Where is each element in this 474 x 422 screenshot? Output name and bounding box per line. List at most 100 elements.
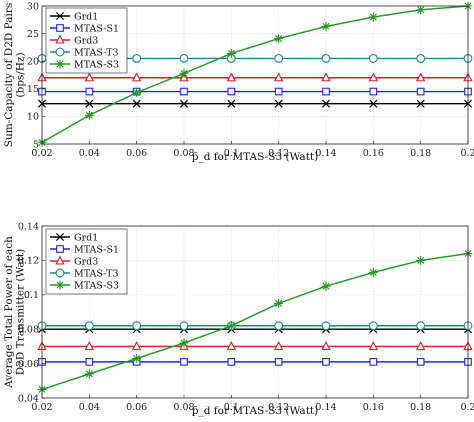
x-tick-label: 0.12 bbox=[268, 148, 289, 159]
data-point-mtas-t3 bbox=[321, 53, 331, 63]
legend-item-mtas-s1: MTAS-S1 bbox=[50, 244, 119, 255]
data-point-grd1 bbox=[132, 99, 141, 108]
data-point-mtas-s3 bbox=[416, 256, 426, 265]
legend-item-mtas-s3: MTAS-S3 bbox=[50, 59, 119, 70]
legend-label: Grd1 bbox=[74, 232, 98, 243]
data-point-grd3 bbox=[226, 72, 237, 82]
data-point-grd1 bbox=[369, 99, 378, 108]
legend-marker-square bbox=[56, 245, 64, 253]
chart-2: 0.02 0.04 0.06 0.08 0.1 0.12 0.14 0.16 0.18 0.20.… bbox=[3, 221, 474, 417]
axes-frame bbox=[41, 5, 469, 145]
legend-label: Grd3 bbox=[74, 35, 98, 46]
y-tick-label: 15 bbox=[27, 84, 39, 95]
legend-label: MTAS-T3 bbox=[74, 268, 119, 279]
data-point-mtas-t3 bbox=[132, 321, 142, 331]
data-point-grd1 bbox=[85, 99, 94, 108]
legend-marker-x bbox=[55, 11, 65, 21]
data-point-mtas-t3 bbox=[368, 53, 378, 63]
y-tick-label: 10 bbox=[27, 112, 39, 123]
data-point-mtas-t3 bbox=[179, 53, 189, 63]
data-point-mtas-t3 bbox=[274, 53, 284, 63]
legend-marker-star bbox=[55, 280, 65, 290]
legend-label: Grd1 bbox=[74, 11, 98, 22]
data-point-grd1 bbox=[274, 99, 283, 108]
data-point-mtas-s3 bbox=[179, 68, 189, 78]
data-point-mtas-t3 bbox=[416, 321, 426, 331]
legend-item-mtas-s1: MTAS-S1 bbox=[50, 23, 119, 34]
data-point-mtas-s1 bbox=[85, 358, 94, 366]
y-tick-label: 0.1 bbox=[24, 290, 39, 301]
x-tick-label: 0.08 bbox=[173, 402, 194, 413]
data-point-mtas-s3 bbox=[132, 354, 142, 363]
legend-marker-circle bbox=[55, 47, 65, 57]
data-point-grd1 bbox=[179, 99, 189, 108]
data-point-mtas-t3 bbox=[84, 321, 94, 331]
y-axis-label-line: Average Total Power of each bbox=[3, 236, 15, 389]
legend-label: MTAS-S3 bbox=[74, 280, 119, 291]
data-point-mtas-s3 bbox=[274, 299, 284, 308]
y-tick-label: 0.14 bbox=[18, 221, 39, 232]
y-tick-label: 0.04 bbox=[18, 393, 39, 404]
data-point-grd3 bbox=[273, 341, 284, 350]
y-tick-label: 25 bbox=[27, 29, 39, 40]
data-point-grd3 bbox=[321, 72, 331, 82]
x-tick-label: 0.06 bbox=[126, 402, 147, 413]
data-point-grd3 bbox=[131, 72, 142, 82]
data-point-grd3 bbox=[84, 72, 95, 82]
data-point-mtas-s1 bbox=[416, 87, 425, 96]
y-axis-label-line: Sum-Capacity of D2D Pairs bbox=[3, 3, 15, 147]
data-point-grd3 bbox=[368, 341, 379, 350]
legend-item-grd3: Grd3 bbox=[50, 255, 98, 267]
axes-frame bbox=[41, 225, 469, 399]
x-tick-label: 0.04 bbox=[79, 148, 100, 159]
legend-item-mtas-t3: MTAS-T3 bbox=[50, 47, 119, 58]
data-point-grd3 bbox=[321, 341, 331, 350]
data-point-mtas-t3 bbox=[132, 53, 142, 63]
x-tick-label: 0.18 bbox=[410, 148, 431, 159]
data-point-mtas-s3 bbox=[179, 338, 189, 348]
y-tick-label: 0.06 bbox=[18, 359, 39, 370]
data-point-mtas-s1 bbox=[274, 358, 283, 366]
legend-marker-triangle bbox=[55, 34, 65, 44]
data-point-mtas-s3 bbox=[368, 12, 378, 22]
y-axis-label: Sum-Capacity of D2D Pairs(bps/Hz) bbox=[3, 3, 27, 147]
legend-label: MTAS-S3 bbox=[74, 59, 119, 70]
y-axis-label: Average Total Power of eachD2D Transmitt… bbox=[3, 236, 27, 389]
data-point-mtas-s1 bbox=[180, 87, 188, 96]
data-point-mtas-s1 bbox=[227, 358, 236, 366]
y-tick-label: 0.12 bbox=[18, 256, 39, 267]
x-tick-label: 0.1 bbox=[224, 148, 239, 159]
data-point-mtas-s1 bbox=[416, 358, 425, 366]
data-point-mtas-s1 bbox=[369, 358, 378, 366]
data-point-mtas-t3 bbox=[321, 321, 331, 331]
data-point-grd3 bbox=[84, 341, 95, 350]
data-point-mtas-s1 bbox=[369, 87, 378, 96]
legend-item-mtas-t3: MTAS-T3 bbox=[50, 268, 119, 279]
legend-item-grd1: Grd1 bbox=[50, 232, 98, 243]
data-point-grd3 bbox=[131, 341, 142, 350]
x-axis-label: p̄_d for MTAS-S3 (Watt) bbox=[192, 405, 318, 417]
data-point-mtas-s1 bbox=[180, 358, 188, 366]
data-point-mtas-s3 bbox=[321, 281, 331, 291]
data-point-mtas-s3 bbox=[132, 88, 142, 98]
legend-marker-square bbox=[56, 24, 64, 32]
chart-1: 0.02 0.04 0.06 0.08 0.1 0.12 0.14 0.16 0.18 0.2 5 1… bbox=[3, 1, 474, 163]
legend-marker-circle bbox=[55, 268, 65, 278]
legend-item-mtas-s3: MTAS-S3 bbox=[50, 280, 119, 291]
data-point-mtas-s1 bbox=[85, 87, 94, 96]
series-line-mtas-s3 bbox=[41, 5, 469, 143]
data-point-grd1 bbox=[227, 99, 236, 108]
data-point-mtas-s3 bbox=[84, 369, 94, 379]
data-point-mtas-t3 bbox=[368, 321, 378, 331]
y-axis-label-line: (bps/Hz) bbox=[15, 52, 27, 97]
x-tick-label: 0.06 bbox=[126, 148, 147, 159]
data-point-mtas-s3 bbox=[84, 110, 94, 120]
data-point-mtas-t3 bbox=[274, 321, 284, 331]
y-axis-label-line: D2D Transmitter (Watt) bbox=[15, 249, 27, 375]
y-tick-label: 0.08 bbox=[18, 325, 39, 336]
y-tick-label: 30 bbox=[27, 1, 39, 12]
data-point-grd3 bbox=[415, 341, 426, 350]
